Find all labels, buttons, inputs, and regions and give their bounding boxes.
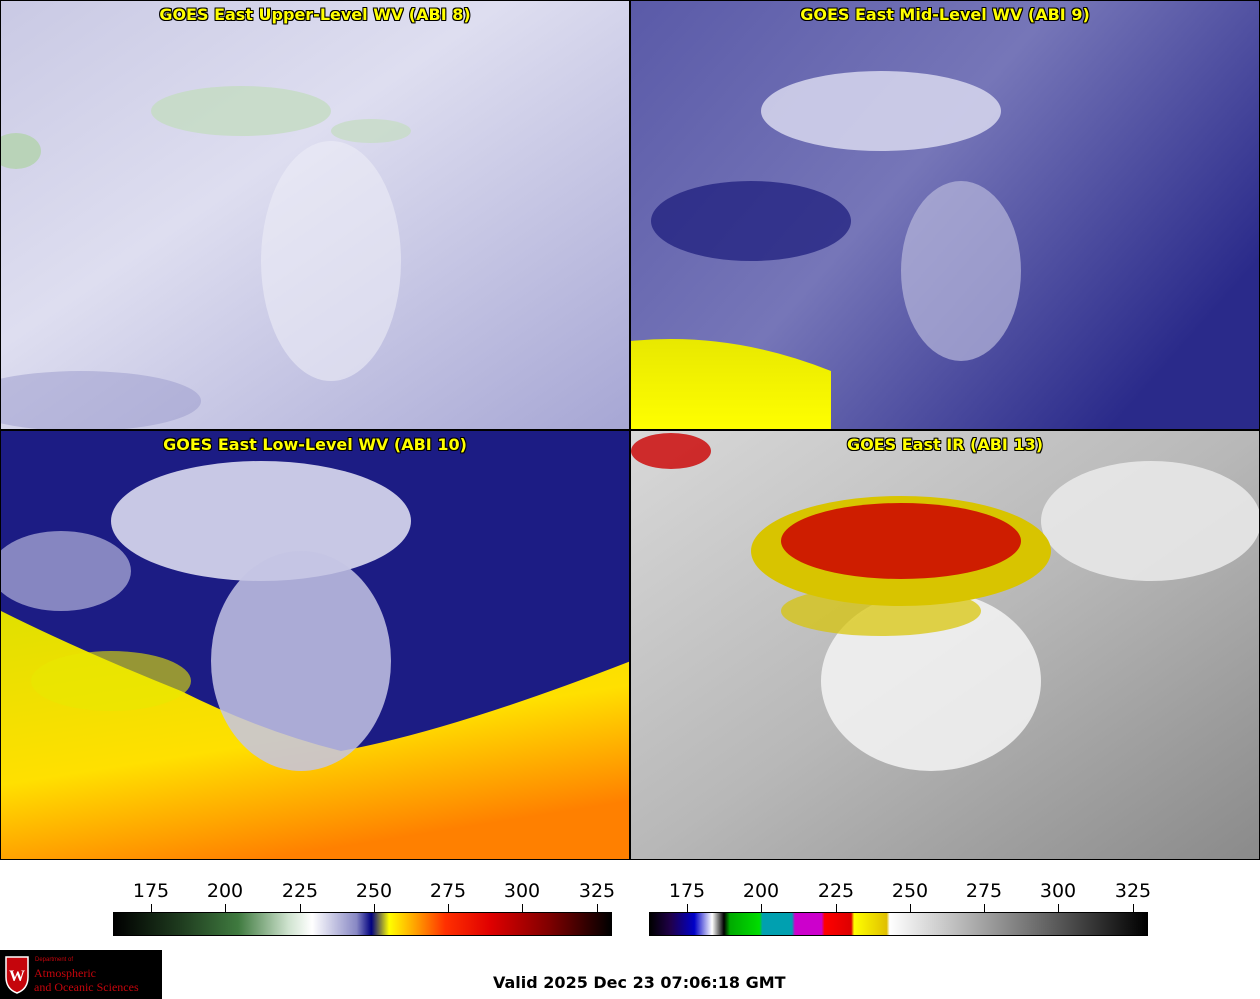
tick-mark (374, 904, 375, 912)
map-ir (631, 431, 1259, 859)
wv-colorbar-ticks: 175 200 225 250 275 300 325 (113, 880, 616, 912)
tick-mark (910, 904, 911, 912)
logo-dept-text: Department of (35, 957, 74, 963)
panel-ir: GOES East IR (ABI 13) (630, 430, 1260, 860)
uw-crest-icon: W (5, 956, 29, 994)
aos-logo: W Department of Atmospheric and Oceanic … (0, 950, 162, 999)
tick-mark (984, 904, 985, 912)
svg-text:W: W (9, 968, 25, 985)
tick-label: 300 (1039, 880, 1077, 902)
panel-mid-level-wv: GOES East Mid-Level WV (ABI 9) (630, 0, 1260, 430)
map-upper-level-wv (1, 1, 629, 429)
tick-label: 300 (503, 880, 541, 902)
tick-label: 175 (668, 880, 706, 902)
panel-title: GOES East Upper-Level WV (ABI 8) (159, 5, 471, 24)
tick-label: 250 (355, 880, 393, 902)
tick-mark (522, 904, 523, 912)
tick-label: 200 (742, 880, 780, 902)
map-low-level-wv (1, 431, 629, 859)
tick-mark (1133, 904, 1134, 912)
ir-colorbar-ticks: 175 200 225 250 275 300 325 (649, 880, 1152, 912)
tick-label: 275 (429, 880, 467, 902)
tick-mark (225, 904, 226, 912)
panel-title: GOES East Mid-Level WV (ABI 9) (800, 5, 1090, 24)
valid-time-label: Valid 2025 Dec 23 07:06:18 GMT (493, 973, 786, 992)
tick-mark (687, 904, 688, 912)
tick-mark (448, 904, 449, 912)
panel-title: GOES East Low-Level WV (ABI 10) (163, 435, 467, 454)
tick-mark (761, 904, 762, 912)
tick-mark (300, 904, 301, 912)
map-mid-level-wv (631, 1, 1259, 429)
tick-label: 325 (1114, 880, 1152, 902)
tick-mark (151, 904, 152, 912)
tick-label: 200 (206, 880, 244, 902)
ir-colorbar (649, 912, 1148, 936)
panel-upper-level-wv: GOES East Upper-Level WV (ABI 8) (0, 0, 630, 430)
logo-line-2: and Oceanic Sciences (34, 980, 139, 994)
tick-label: 325 (578, 880, 616, 902)
logo-line-1: Atmospheric (34, 966, 96, 980)
tick-label: 225 (281, 880, 319, 902)
wv-colorbar (113, 912, 612, 936)
tick-label: 225 (817, 880, 855, 902)
tick-mark (836, 904, 837, 912)
tick-label: 275 (965, 880, 1003, 902)
tick-mark (1058, 904, 1059, 912)
tick-label: 175 (132, 880, 170, 902)
tick-mark (597, 904, 598, 912)
panel-low-level-wv: GOES East Low-Level WV (ABI 10) (0, 430, 630, 860)
tick-label: 250 (891, 880, 929, 902)
panel-title: GOES East IR (ABI 13) (846, 435, 1044, 454)
